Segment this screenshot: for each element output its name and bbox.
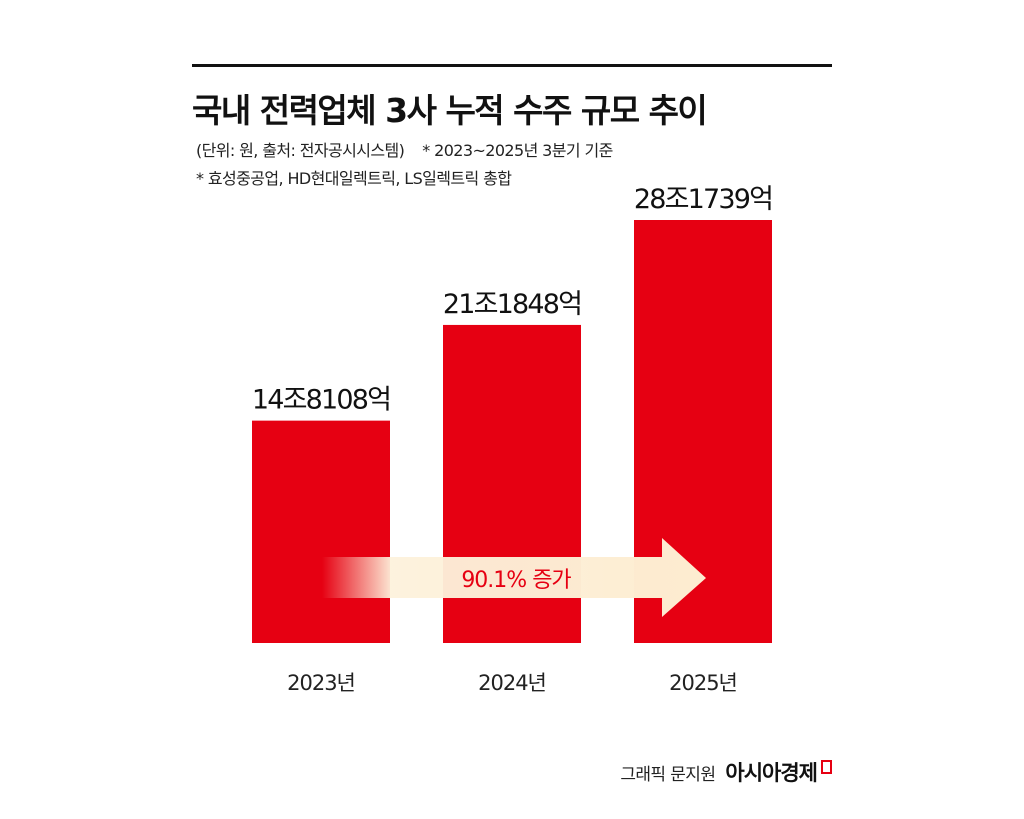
bar-1 — [252, 420, 390, 643]
growth-arrow-icon — [322, 538, 706, 617]
data-label-3: 28조1739억 — [634, 184, 772, 215]
basis-note-text: * 2023~2025년 3분기 기준 — [422, 141, 613, 160]
data-label-2: 21조1848억 — [443, 289, 581, 320]
brand-mark-icon — [821, 760, 832, 774]
unit-source-text: (단위: 원, 출처: 전자공시시스템) — [196, 141, 405, 160]
growth-annotation: 90.1% 증가 — [461, 568, 571, 593]
chart-title: 국내 전력업체 3사 누적 수주 규모 추이 — [192, 91, 708, 130]
top-rule — [192, 64, 832, 67]
brand-logo-text: 아시아경제 — [725, 761, 818, 785]
x-tick-label-1: 2023년 — [287, 671, 355, 695]
x-tick-label-3: 2025년 — [669, 671, 737, 695]
x-tick-label-2: 2024년 — [478, 671, 546, 695]
credit-author: 그래픽 문지원 — [620, 764, 716, 785]
scope-note: * 효성중공업, HD현대일렉트릭, LS일렉트릭 총합 — [196, 169, 512, 188]
unit-source-note: (단위: 원, 출처: 전자공시시스템) * 2023~2025년 3분기 기준 — [196, 137, 613, 161]
credit: 그래픽 문지원 아시아경제 — [620, 757, 832, 787]
data-label-1: 14조8108억 — [252, 385, 390, 416]
